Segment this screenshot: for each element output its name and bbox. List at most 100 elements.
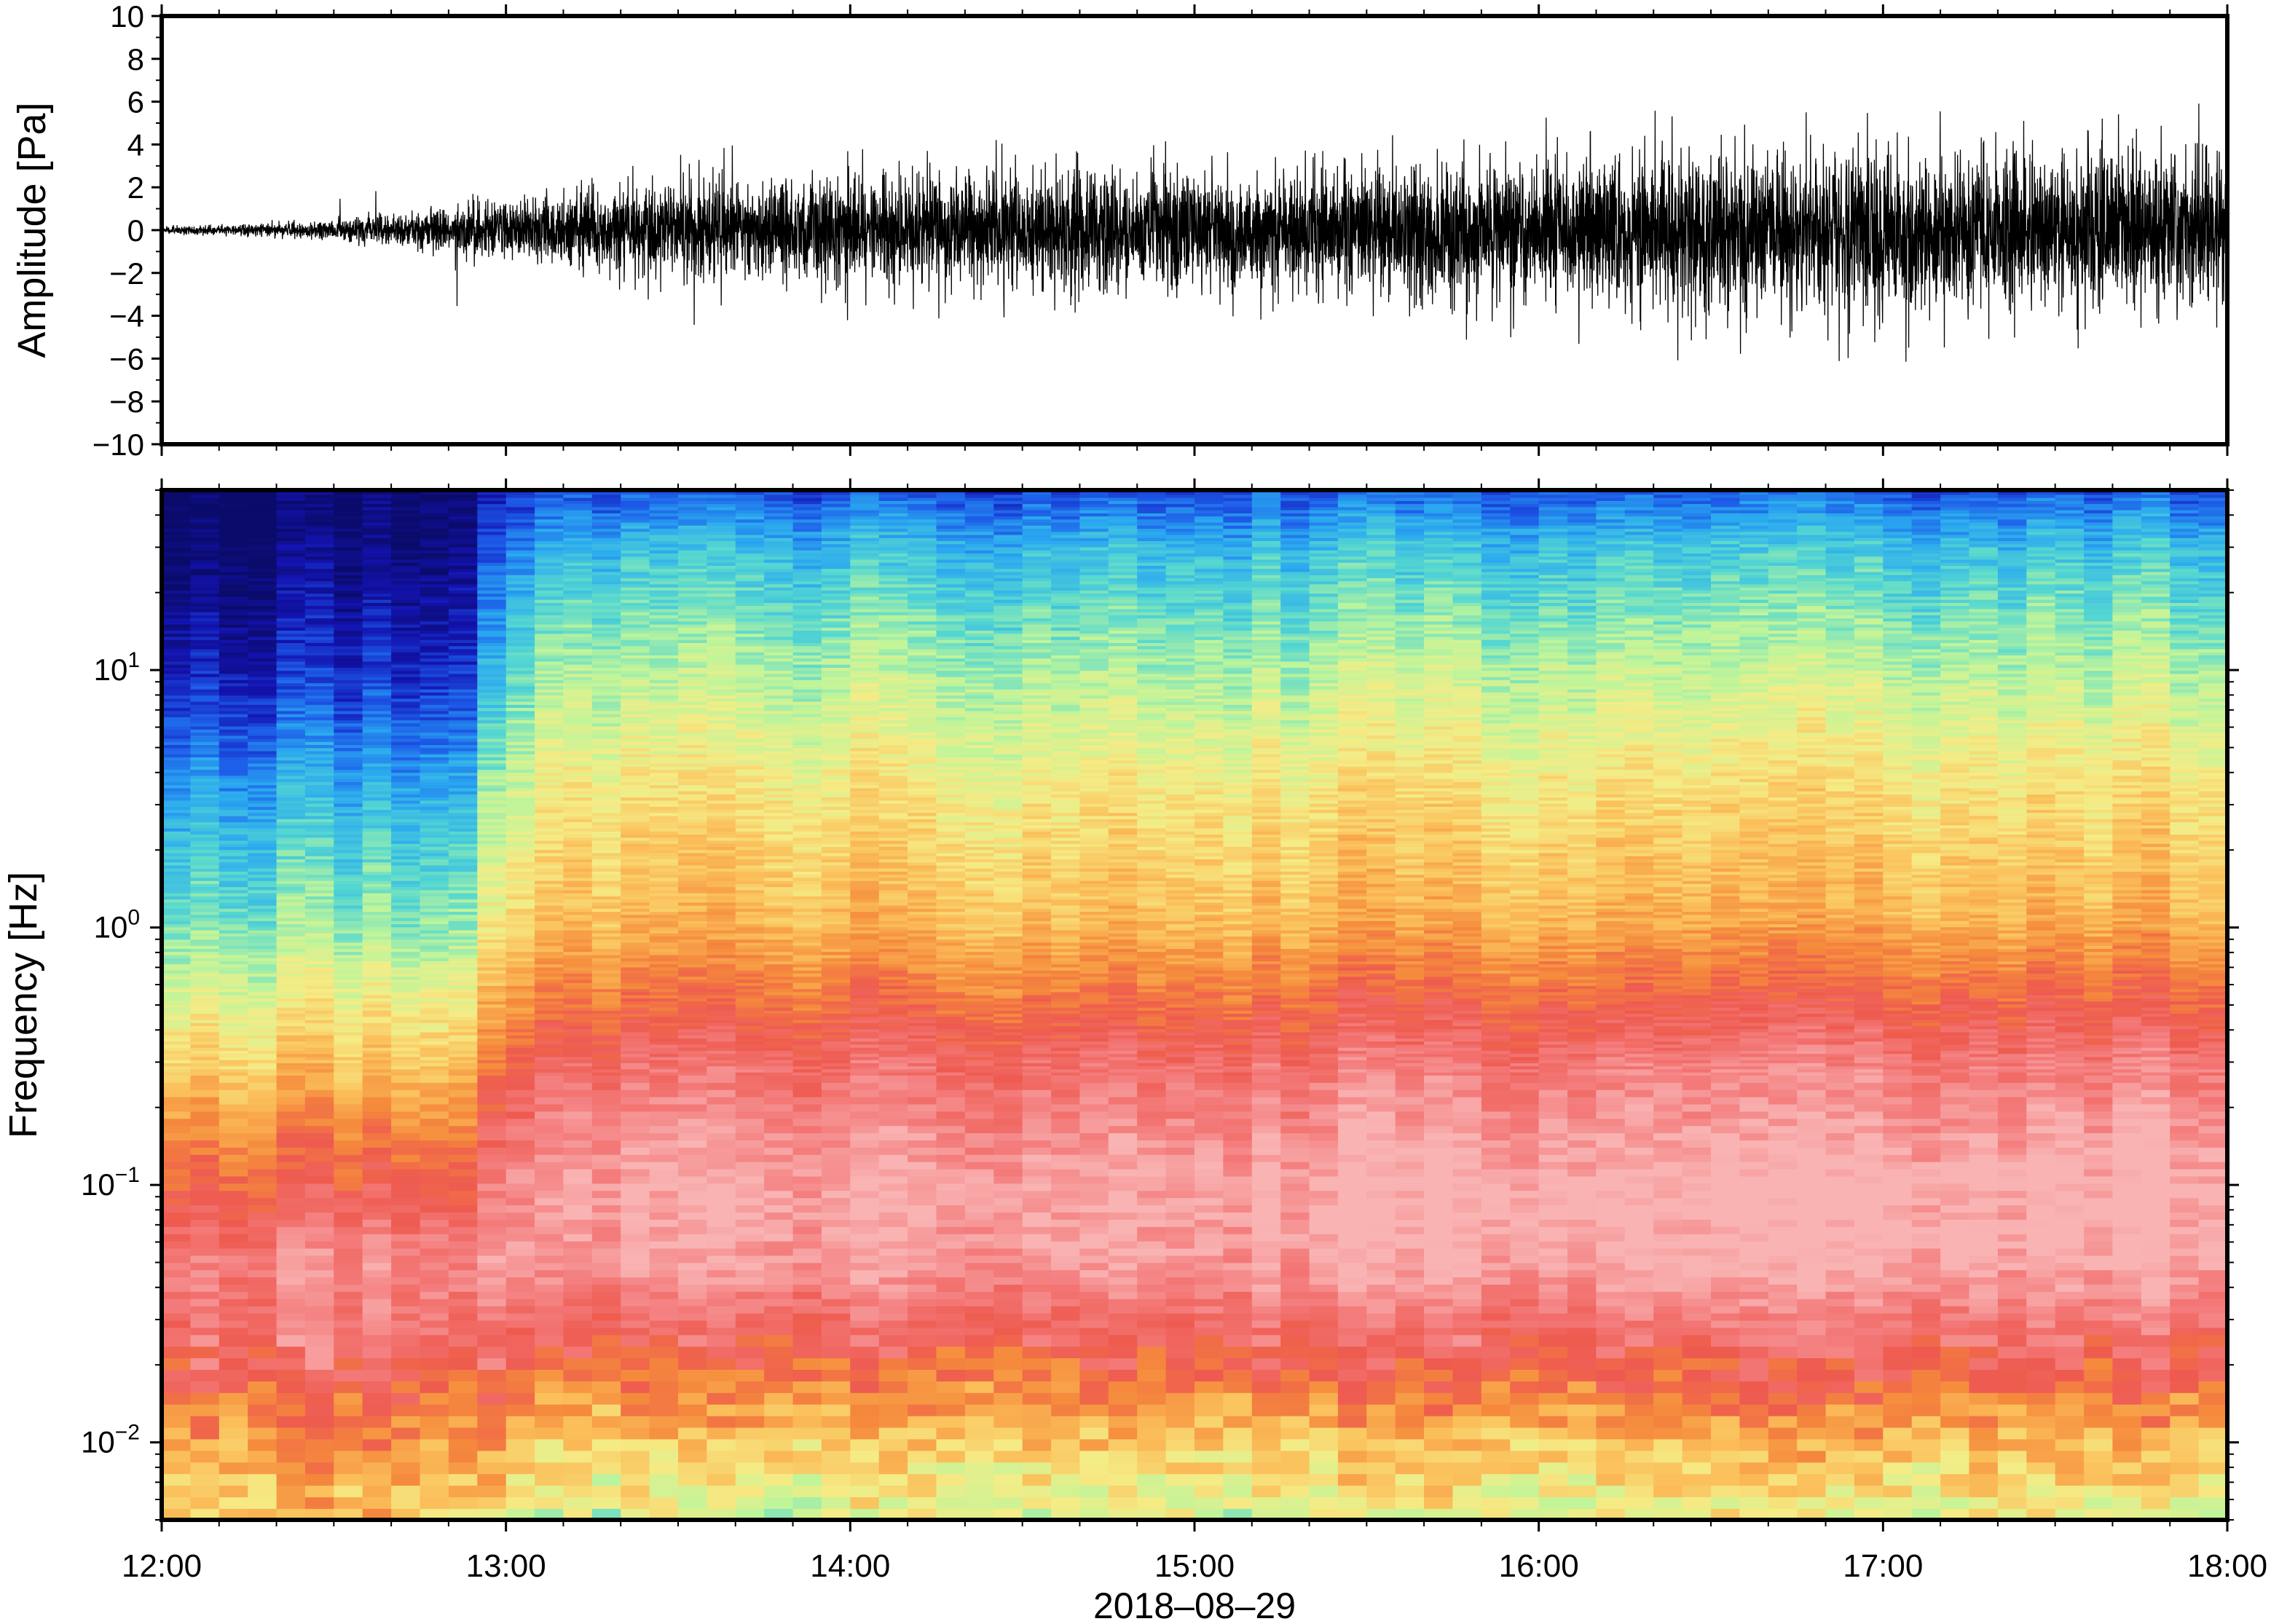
spectrogram-cell (505, 521, 535, 526)
spectrogram-cell (334, 966, 363, 971)
spectrogram-cell (591, 639, 621, 643)
spectrogram-cell (304, 1140, 335, 1148)
spectrogram-cell (505, 707, 535, 712)
spectrogram-cell (391, 867, 421, 872)
spectrogram-cell (707, 998, 736, 1002)
spectrogram-cell (448, 1038, 479, 1042)
spectrogram-cell (678, 1063, 708, 1067)
spectrogram-cell (391, 951, 421, 955)
spectrogram-cell (477, 670, 507, 674)
spectrogram-cell (162, 775, 192, 779)
spectrogram-cell (362, 834, 392, 838)
spectrogram-cell (391, 605, 421, 610)
spectrogram-cell (334, 1038, 363, 1042)
spectrogram-cell (420, 1415, 449, 1428)
spectrogram-cell (219, 757, 248, 761)
spectrogram-cell (591, 902, 621, 906)
spectrogram-cell (649, 506, 679, 511)
spectrogram-cell (649, 790, 679, 795)
spectrogram-cell (420, 1056, 449, 1060)
spectrogram-cell (505, 503, 535, 508)
spectrogram-cell (535, 565, 564, 569)
spectrogram-cell (707, 648, 736, 653)
spectrogram-cell (505, 735, 535, 739)
spectrogram-cell (707, 914, 736, 918)
spectrogram-cell (649, 503, 679, 508)
spectrogram-cell (678, 593, 708, 597)
spectrogram-cell (276, 521, 306, 526)
spectrogram-cell (591, 553, 621, 557)
spectrogram-cell (420, 509, 449, 513)
spectrogram-cell (248, 988, 278, 993)
spectrogram-cell (276, 1004, 306, 1008)
spectrogram-cell (535, 503, 564, 508)
spectrogram-cell (276, 652, 306, 655)
spectrogram-cell (735, 1269, 765, 1278)
spectrogram-cell (621, 710, 650, 714)
spectrogram-cell (678, 1031, 708, 1036)
spectrogram-cell (162, 914, 192, 918)
spectrogram-cell (448, 559, 479, 563)
spectrogram-cell (563, 1118, 593, 1127)
spectrogram-cell (362, 658, 392, 662)
spectrogram-cell (190, 627, 220, 631)
spectrogram-cell (162, 599, 192, 603)
spectrogram-cell (678, 1462, 708, 1475)
spectrogram-cell (649, 917, 679, 921)
spectrogram-cell (219, 1111, 248, 1119)
spectrogram-cell (535, 1118, 564, 1127)
spectrogram-cell (535, 1053, 564, 1057)
spectrogram-cell (362, 757, 392, 761)
spectrogram-cell (448, 800, 479, 804)
spectrogram-cell (362, 695, 392, 699)
spectrogram-cell (678, 1053, 708, 1057)
spectrogram-cell (219, 500, 248, 505)
spectrogram-cell (391, 787, 421, 792)
spectrogram-cell (621, 556, 650, 560)
spectrogram-cell (707, 976, 736, 980)
spectrogram-cell (304, 874, 335, 878)
spectrogram-cell (190, 904, 220, 909)
spectrogram-cell (707, 720, 736, 724)
spectrogram-cell (448, 722, 479, 727)
spectrogram-cell (678, 1001, 708, 1005)
spectrogram-cell (535, 1010, 564, 1014)
spectrogram-cell (420, 787, 449, 792)
spectrogram-cell (334, 1462, 363, 1475)
spectrogram-cell (219, 815, 248, 819)
spectrogram-cell (391, 550, 421, 553)
spectrogram-cell (162, 596, 192, 600)
spectrogram-cell (219, 1346, 248, 1359)
spectrogram-cell (162, 605, 192, 610)
spectrogram-cell (391, 1103, 421, 1112)
spectrogram-cell (248, 1312, 278, 1321)
spectrogram-cell (591, 963, 621, 968)
spectrogram-cell (420, 772, 449, 776)
spectrogram-cell (190, 521, 220, 526)
spectrogram-cell (591, 1103, 621, 1112)
spectrogram-cell (477, 1096, 507, 1105)
spectrogram-cell (621, 670, 650, 674)
spectrogram-cell (477, 602, 507, 607)
spectrogram-cell (477, 661, 507, 665)
spectrogram-cell (362, 769, 392, 773)
spectrogram-cell (649, 864, 679, 869)
spectrogram-cell (649, 695, 679, 699)
spectrogram-cell (649, 961, 679, 965)
spectrogram-cell (678, 682, 708, 687)
spectrogram-cell (248, 1175, 278, 1184)
spectrogram-cell (477, 1059, 507, 1063)
spectrogram-cell (505, 630, 535, 634)
spectrogram-cell (162, 1041, 192, 1045)
spectrogram-cell (391, 750, 421, 754)
spectrogram-cell (649, 528, 679, 532)
spectrogram-cell (219, 630, 248, 634)
spectrogram-cell (248, 754, 278, 757)
spectrogram-cell (304, 1059, 335, 1063)
spectrogram-cell (591, 1047, 621, 1051)
spectrogram-cell (707, 735, 736, 739)
spectrogram-cell (448, 509, 479, 513)
spectrogram-cell (334, 540, 363, 545)
spectrogram-cell (505, 862, 535, 866)
spectrogram-cell (621, 988, 650, 993)
